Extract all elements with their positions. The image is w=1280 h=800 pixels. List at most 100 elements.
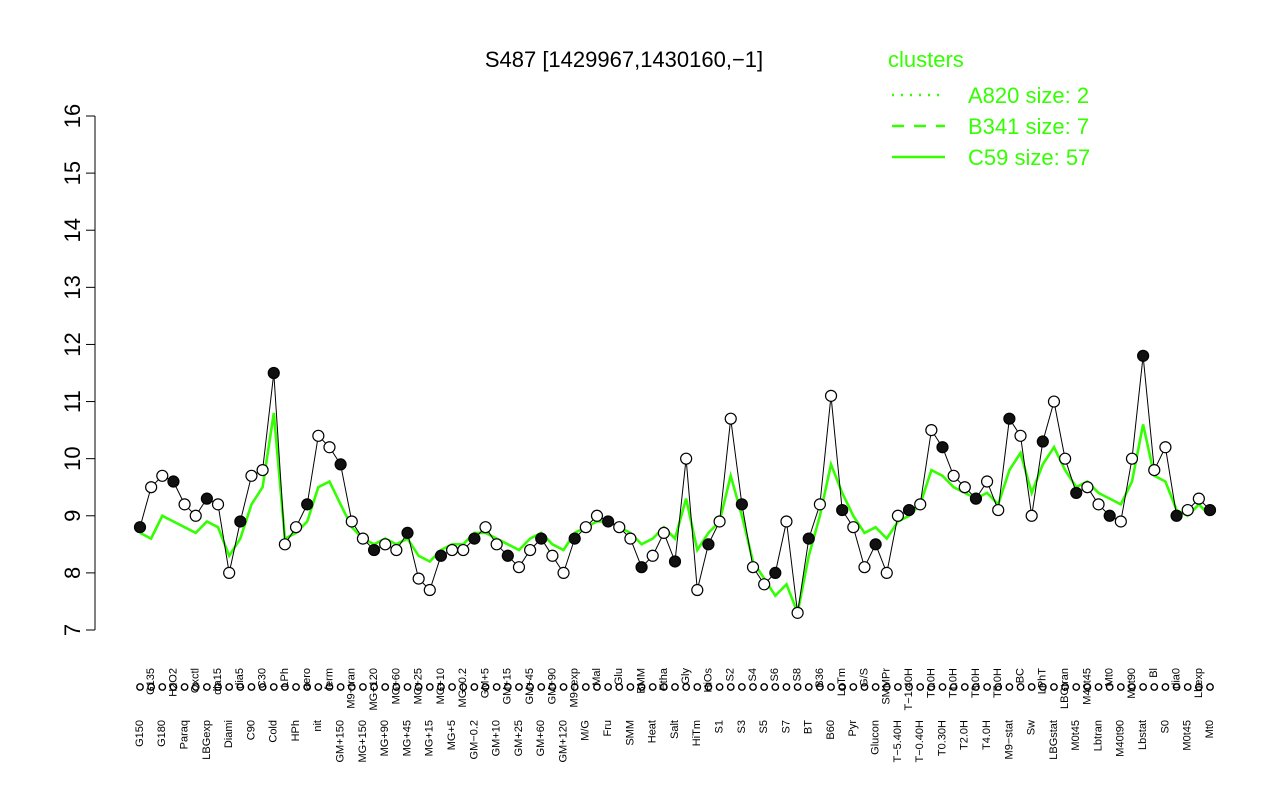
x-tick (414, 683, 423, 691)
data-point (367, 543, 381, 557)
data-point (1070, 486, 1083, 500)
x-tick-label: BMM (635, 668, 647, 694)
x-tick (1150, 683, 1159, 691)
c59-series-layer (139, 412, 1211, 618)
x-tick-label: MG+10 (435, 668, 447, 704)
data-point (445, 543, 459, 557)
data-point (401, 526, 414, 540)
y-tick-label: 7 (60, 624, 85, 636)
x-tick-label: T−1.40H (903, 668, 915, 711)
x-tick-label: dia15 (212, 668, 224, 695)
x-tick (782, 683, 791, 691)
x-axis: G150 G135 G180 H2O2 Paraq Oxctl LBGexp dia15 Dia… (134, 667, 1216, 762)
legend-entry-label: B341 size: 7 (968, 114, 1089, 139)
x-tick (815, 683, 824, 691)
x-tick (370, 683, 378, 691)
x-tick (849, 683, 858, 691)
x-tick (303, 683, 312, 691)
x-tick (136, 683, 144, 691)
data-point (713, 515, 726, 528)
x-tick-label: M9−tran (346, 668, 358, 709)
data-point (211, 498, 225, 511)
data-point (379, 538, 392, 551)
x-tick (280, 683, 289, 691)
points-series-line (139, 355, 1211, 613)
x-tick-label: S0 (1159, 720, 1171, 733)
data-point (613, 521, 626, 534)
x-tick-label: MG+45 (401, 720, 413, 756)
x-tick (972, 683, 980, 691)
x-tick-label: T1.0H (948, 668, 960, 698)
data-point (902, 503, 916, 517)
x-tick-label: Glucon (870, 720, 882, 755)
x-tick (169, 683, 178, 691)
x-tick (771, 683, 780, 691)
x-tick (258, 683, 267, 691)
x-tick-label: S4 (747, 668, 759, 681)
data-point (1036, 435, 1049, 448)
x-tick-label: dia5 (234, 668, 246, 689)
x-tick-label: S2 (725, 668, 737, 681)
x-tick-label: S3 (736, 720, 748, 733)
x-tick (492, 683, 501, 691)
x-tick-label: GM+150 (335, 720, 347, 763)
x-tick-label: aero (301, 668, 313, 690)
x-tick-label: GM−0.2 (468, 720, 480, 759)
x-tick-label: LBGexp (201, 720, 213, 760)
x-tick (1094, 683, 1103, 691)
x-tick (1061, 683, 1070, 691)
x-tick (570, 683, 579, 691)
data-point (780, 515, 793, 528)
x-tick-label: Bl (1148, 668, 1160, 678)
data-point (1014, 429, 1027, 442)
x-tick (1206, 683, 1214, 691)
data-point (245, 469, 258, 482)
data-point (1003, 412, 1016, 425)
x-tick (682, 683, 691, 691)
x-tick-label: S1 (713, 720, 725, 733)
x-tick (726, 683, 735, 691)
x-tick (648, 683, 657, 691)
x-tick-label: BC (1014, 668, 1026, 683)
x-tick-label: Mal (591, 668, 603, 686)
x-tick (760, 683, 769, 691)
x-tick (994, 683, 1003, 691)
data-point (234, 515, 247, 528)
plot-area (133, 349, 1217, 619)
data-point (289, 521, 303, 534)
data-point (1103, 509, 1116, 522)
data-point (557, 566, 570, 579)
x-tick (949, 683, 958, 691)
x-tick-label: HPh (290, 720, 302, 741)
legend-entry-label: A820 size: 2 (968, 83, 1089, 108)
x-tick-label: Cold (268, 720, 280, 743)
data-point (1137, 349, 1150, 362)
x-tick-label: HiTm (691, 720, 703, 746)
data-point (668, 555, 682, 568)
x-tick (860, 683, 869, 691)
data-point (1159, 441, 1172, 454)
data-point (602, 515, 615, 528)
legend-title: clusters (888, 47, 964, 72)
x-tick-label: GM+60 (535, 720, 547, 756)
y-tick-label: 11 (60, 390, 85, 413)
x-tick-label: Mt0 (1204, 720, 1216, 738)
x-tick-label: Mt0 (1104, 668, 1116, 686)
x-tick-label: T5.0H (992, 668, 1004, 698)
x-tick (960, 683, 969, 691)
x-tick (637, 683, 646, 691)
x-tick-label: LoTm (836, 668, 848, 696)
x-tick-label: Fru (602, 720, 614, 737)
legend-entry-label: C59 size: 57 (968, 145, 1090, 170)
x-tick (1139, 683, 1148, 691)
data-point (133, 521, 147, 534)
x-tick (537, 683, 546, 691)
x-tick (548, 683, 557, 691)
x-tick (381, 683, 390, 691)
x-tick (659, 683, 668, 691)
data-point (524, 543, 537, 557)
x-tick-label: MG+120 (368, 668, 380, 711)
y-tick-label: 13 (60, 275, 85, 299)
legend: clusters A820 size: 2 B341 size: 7 C59 siz… (888, 47, 1090, 170)
data-point (680, 452, 693, 465)
